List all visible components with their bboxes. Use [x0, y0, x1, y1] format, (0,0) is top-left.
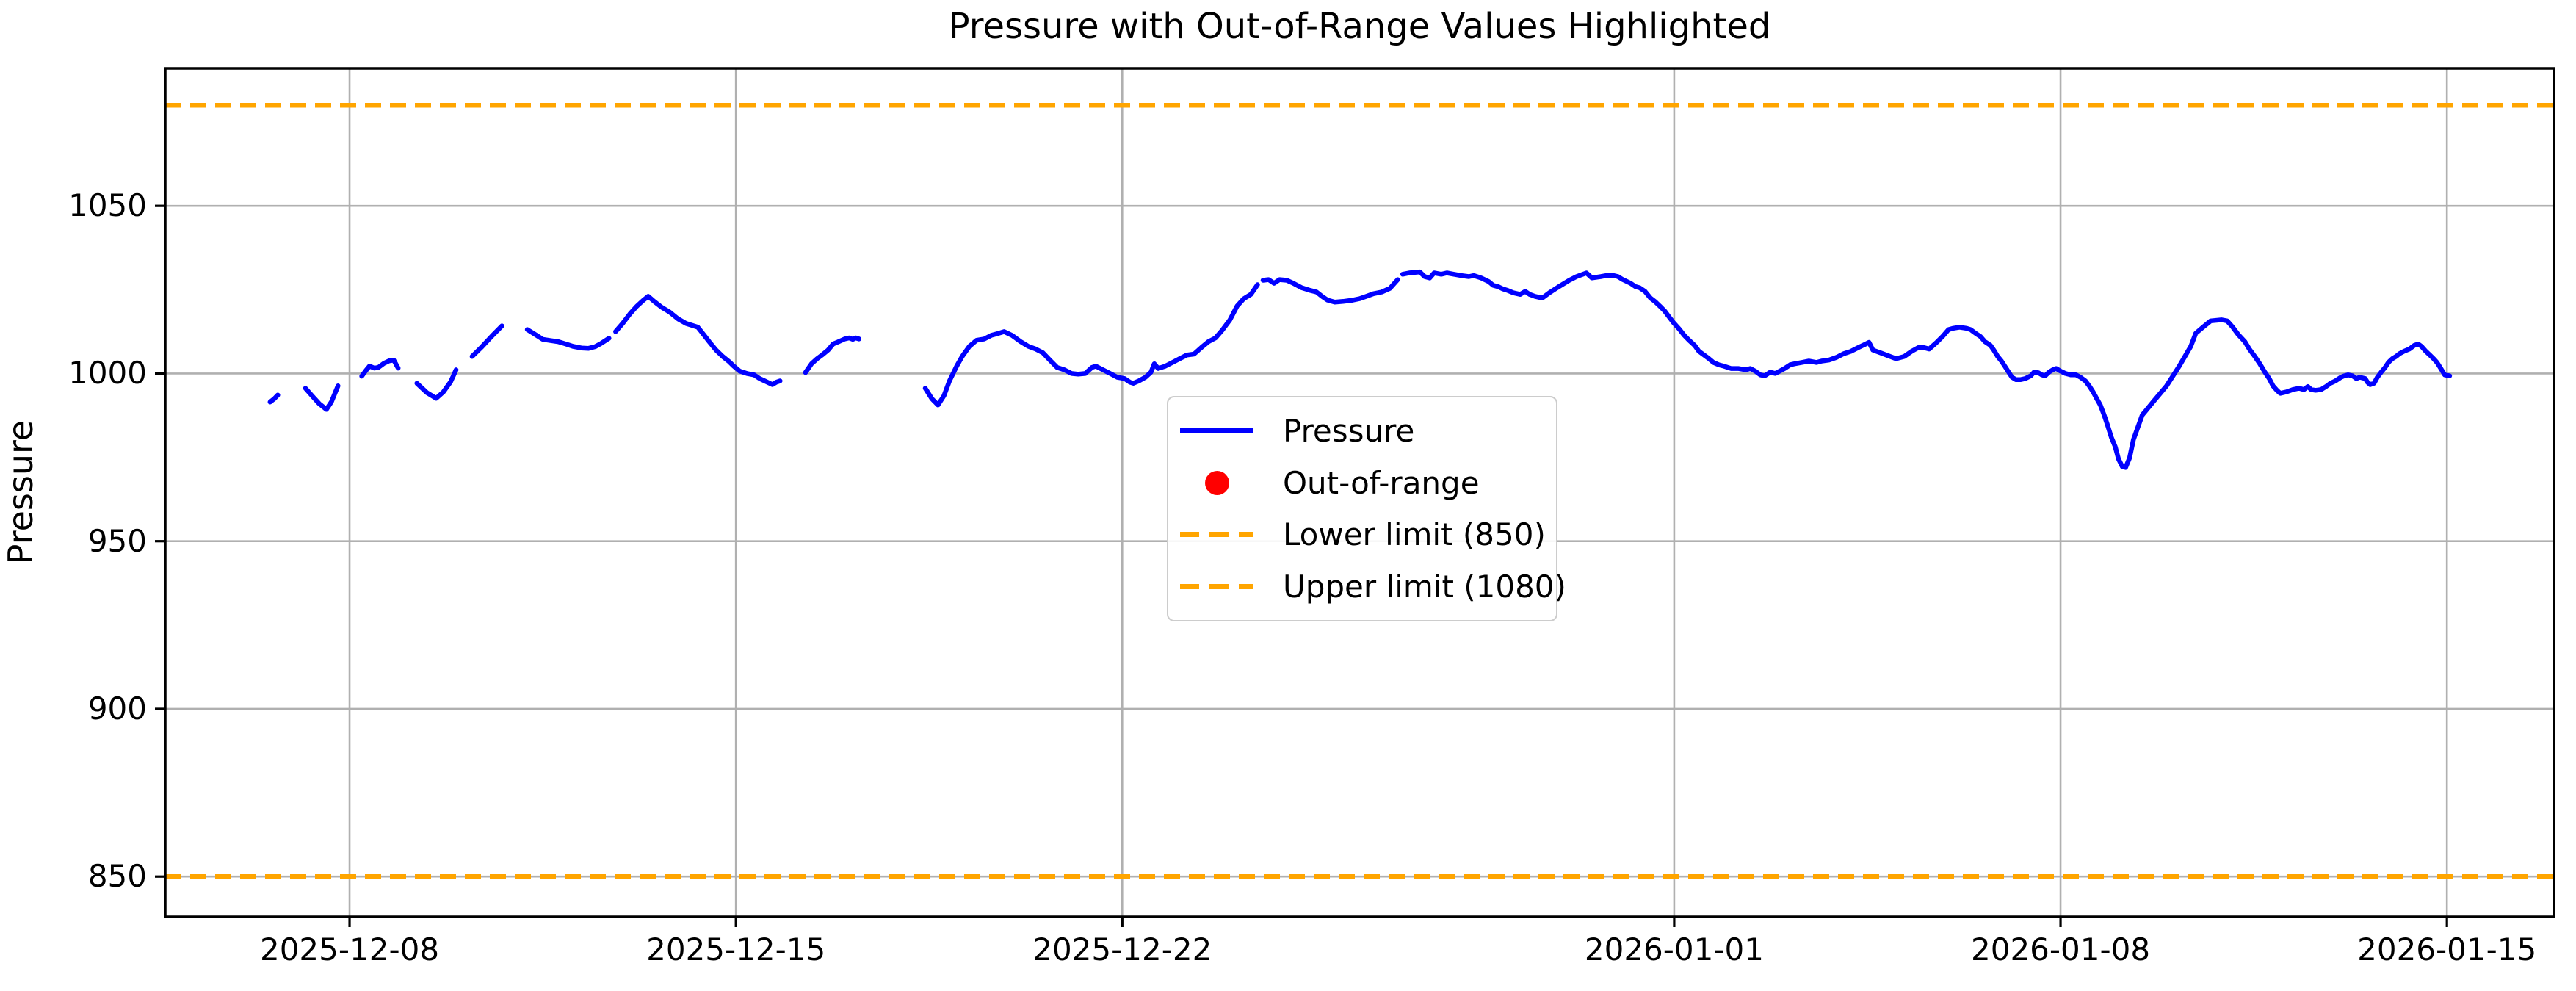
pressure-line	[1400, 269, 2453, 470]
legend-label-out-of-range: Out-of-range	[1283, 464, 1480, 501]
y-tick-label: 850	[87, 858, 147, 895]
upper-limit-dash-icon	[1180, 584, 1253, 590]
x-tick-label: 2026-01-08	[1971, 931, 2151, 967]
pressure-line	[524, 327, 612, 351]
pressure-line	[803, 335, 862, 375]
pressure-line	[267, 392, 281, 405]
pressure-line	[414, 367, 459, 401]
pressure-line-sample-icon	[1180, 428, 1253, 433]
axes-spines	[164, 67, 2555, 918]
lower-limit-dash-icon	[1180, 532, 1253, 538]
y-tick-label: 900	[87, 690, 147, 727]
x-tick-label: 2025-12-08	[259, 931, 440, 967]
legend-label-pressure: Pressure	[1283, 412, 1415, 449]
pressure-line	[359, 357, 401, 379]
chart-title: Pressure with Out-of-Range Values Highli…	[948, 6, 1771, 47]
x-tick-label: 2026-01-15	[2357, 931, 2537, 967]
pressure-line	[303, 383, 341, 412]
x-tick-label: 2025-12-15	[646, 931, 826, 967]
out-of-range-dot-icon	[1205, 470, 1229, 495]
legend-item-upper-limit: Upper limit (1080)	[1180, 563, 1566, 610]
x-tick-label: 2026-01-01	[1584, 931, 1764, 967]
legend-item-pressure: Pressure	[1180, 407, 1556, 454]
pressure-line	[922, 282, 1260, 408]
pressure-line	[469, 323, 504, 359]
y-tick-label: 1050	[68, 187, 147, 224]
x-tick-label: 2025-12-22	[1032, 931, 1212, 967]
pressure-line	[1260, 277, 1400, 305]
legend-label-lower-limit: Lower limit (850)	[1283, 516, 1546, 553]
legend-item-lower-limit: Lower limit (850)	[1180, 511, 1556, 558]
legend: Pressure Out-of-range Lower limit (850) …	[1167, 396, 1566, 621]
legend-label-upper-limit: Upper limit (1080)	[1283, 569, 1566, 605]
legend-item-out-of-range: Out-of-range	[1180, 459, 1556, 506]
pressure-line	[613, 294, 783, 387]
y-tick-label: 1000	[68, 355, 147, 392]
y-tick-label: 950	[87, 522, 147, 559]
